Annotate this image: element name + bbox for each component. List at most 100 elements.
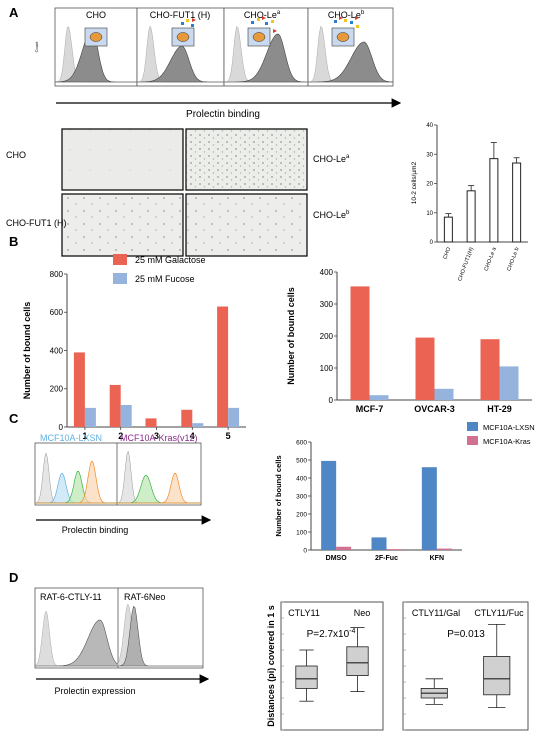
bar-series2 — [192, 423, 204, 427]
micro-label-fut1: CHO-FUT1 (H) — [6, 218, 67, 228]
x-tick-label: 2 — [118, 431, 123, 441]
bar-series1 — [350, 286, 370, 400]
bar-series1 — [109, 384, 121, 427]
panel-a-histograms: CHO CHO-FUT1 (H) CHO-Lea CHO-Leb Count — [34, 7, 402, 120]
x-tick-label: 1 — [82, 431, 87, 441]
bar-series2 — [386, 549, 402, 550]
legend-swatch — [467, 436, 478, 445]
bar-series1 — [421, 467, 437, 550]
hist-box-d — [34, 587, 204, 669]
x-tick-label: CHO-FUT1(H) — [457, 246, 475, 282]
hist-binding-curve — [224, 33, 308, 83]
panel-label-d: D — [9, 570, 18, 585]
binding-arrow-c-label: Prolectin binding — [62, 525, 129, 535]
hist-label-leb-main: CHO-Le — [328, 10, 361, 20]
chart-c-bar: 0 100 200 300 400 500 600 DMSO 2F-Fuc KFN Number o… — [274, 422, 535, 562]
panel-d-histograms: RAT-6-CTLY-11 RAT-6Neo Prolectin express… — [34, 587, 210, 696]
glycan-mark — [186, 19, 189, 22]
hist-orange-curve — [35, 460, 117, 504]
box — [483, 656, 511, 696]
hist-label-leb: CHO-Leb — [328, 10, 365, 20]
x-tick-label: KFN — [430, 555, 444, 562]
y-tick-label: 0 — [303, 547, 307, 554]
x-tick-label: CHO-Le a — [484, 246, 498, 272]
glycan-mark — [262, 16, 266, 20]
group-label: CTLY11/Gal — [412, 608, 460, 618]
expression-arrow-label: Prolectin expression — [54, 686, 135, 696]
y-tick-label: 0 — [59, 423, 64, 432]
kras-label: MCF10A-Kras(v12) — [120, 433, 198, 443]
x-tick-label: 5 — [226, 431, 231, 441]
binding-arrow-label: Prolectin binding — [186, 109, 260, 120]
chart-a-bar: 0 10 20 30 40 CHO CHO-FUT1(H) CHO-Le a CHO-Le b 1… — [411, 123, 528, 282]
hist-neo-curve — [117, 605, 203, 667]
micro-label-cho: CHO — [6, 150, 26, 160]
y-tick-label: 200 — [320, 332, 334, 341]
p-value-annotation: P=0.013 — [447, 629, 485, 640]
legend-label: MCF10A-LXSN — [483, 423, 535, 432]
x-tick-label: MCF-7 — [356, 404, 384, 414]
panel-label-c: C — [9, 411, 19, 426]
y-tick-label: 500 — [296, 457, 307, 464]
hist-label-lea-main: CHO-Le — [244, 10, 277, 20]
micrograph-fut1 — [61, 193, 184, 257]
y-axis-label: 10-2 cells/µm2 — [411, 161, 418, 204]
legend-swatch — [467, 422, 478, 431]
legend-label: 25 mM Galactose — [135, 255, 206, 265]
y-tick-label: 10 — [426, 211, 433, 217]
y-axis-label: Distances (pi) covered in 1 s — [266, 605, 276, 727]
glycan-mark — [273, 29, 277, 33]
y-tick-label: 30 — [426, 152, 433, 158]
x-tick-label: HT-29 — [487, 404, 512, 414]
p-value-annotation: P=2.7x10-4 — [307, 628, 356, 640]
glycan-mark — [265, 22, 268, 25]
x-tick-label: DMSO — [326, 555, 348, 562]
bar — [466, 190, 476, 243]
legend-label: 25 mM Fucose — [135, 274, 195, 284]
count-label: Count — [34, 41, 39, 53]
legend-swatch — [113, 254, 127, 265]
legend-label: MCF10A-Kras — [483, 437, 531, 446]
y-tick-label: 200 — [50, 385, 64, 394]
micrograph-leb — [185, 193, 308, 257]
hist-orange-curve — [117, 472, 201, 504]
bar-series2 — [336, 546, 352, 550]
chart-d-box2: CTLY11/Gal CTLY11/Fuc P=0.013 — [402, 601, 529, 731]
y-tick-label: 600 — [296, 439, 307, 446]
chart-b-right: 0 100 200 300 400 MCF-7 OVCAR-3 HT-29 Number of … — [286, 268, 532, 414]
bar-series2 — [120, 405, 132, 427]
hist-label-lea-sup: a — [277, 10, 281, 16]
y-tick-label: 100 — [296, 529, 307, 536]
bar-series1 — [181, 409, 193, 427]
hist-label-lea: CHO-Lea — [244, 10, 281, 20]
cell-icon-lea — [247, 16, 277, 47]
box — [295, 665, 318, 689]
y-axis-label: Number of bound cells — [22, 302, 32, 400]
bar-series2 — [369, 395, 389, 400]
hist-label-fut1: CHO-FUT1 (H) — [150, 10, 211, 20]
y-tick-label: 400 — [296, 475, 307, 482]
bar-series1 — [73, 352, 85, 427]
y-axis-label: Number of bound cells — [286, 287, 296, 385]
glycan-mark — [181, 22, 184, 25]
x-tick-label: CHO-Le b — [506, 247, 520, 272]
cell-icon-fut1 — [171, 18, 196, 47]
bar-series2 — [434, 388, 454, 400]
y-tick-label: 300 — [296, 493, 307, 500]
bar-series1 — [480, 339, 500, 400]
bar-series1 — [371, 537, 387, 550]
hist-ctly11-curve — [35, 619, 119, 667]
y-tick-label: 300 — [320, 300, 334, 309]
y-tick-label: 0 — [329, 396, 334, 405]
box — [346, 646, 369, 676]
micrograph-cho — [61, 128, 184, 191]
micro-label-lea-main: CHO-Le — [313, 154, 346, 164]
micrograph-lea — [185, 128, 308, 191]
bar-series2 — [84, 407, 96, 427]
glycan-mark — [355, 16, 359, 20]
group-label: CTLY11/Fuc — [474, 608, 524, 618]
x-tick-label: CHO — [442, 246, 452, 260]
hist-label-leb-sup: b — [361, 10, 365, 16]
bar — [512, 162, 522, 243]
